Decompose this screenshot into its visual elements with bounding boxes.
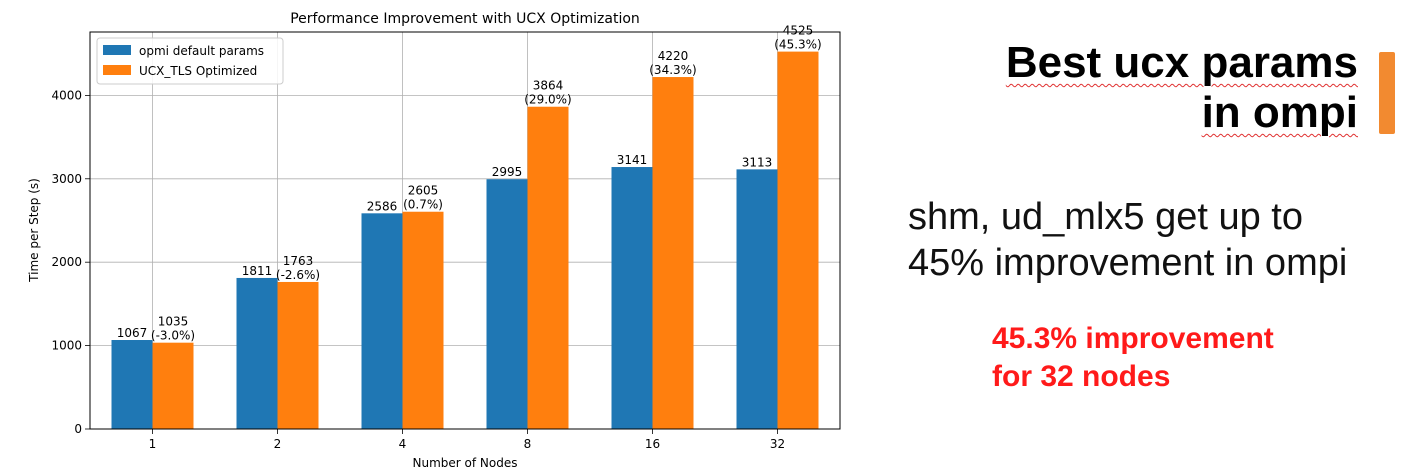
heading-line: in ompi	[1201, 88, 1358, 137]
bar-percent-label: (-3.0%)	[151, 329, 195, 343]
bar-optimized	[277, 281, 319, 429]
bar-percent-label: (0.7%)	[403, 198, 443, 212]
legend: opmi default params UCX_TLS Optimized	[96, 37, 284, 85]
x-tick-label: 4	[399, 437, 407, 451]
x-tick-label: 32	[770, 437, 785, 451]
y-tick-label: 1000	[51, 339, 82, 353]
bar-default	[111, 340, 153, 429]
bar-value-label: 2995	[492, 165, 523, 179]
legend-swatch	[103, 45, 131, 55]
y-tick-label: 4000	[51, 88, 82, 102]
bar-chart: 1067 1035(-3.0%) 1811 1763(-2.6%) 2586 2605(0…	[27, 11, 841, 470]
slide-heading: Best ucx params in ompi	[900, 38, 1358, 138]
bar-percent-label: (-2.6%)	[276, 268, 320, 282]
heading-line: Best ucx params	[1005, 38, 1358, 87]
y-tick-label: 0	[74, 422, 82, 436]
bar-value-label: 2605	[408, 184, 439, 198]
body-line: 45% improvement in ompi	[908, 242, 1348, 284]
data-labels: 1067 1035(-3.0%) 1811 1763(-2.6%) 2586 2605(0…	[117, 24, 822, 343]
bar-value-label: 1811	[242, 264, 273, 278]
bar-value-label: 3113	[742, 155, 773, 169]
bar-percent-label: (34.3%)	[649, 63, 696, 77]
x-axis-label: Number of Nodes	[413, 456, 518, 470]
bar-value-label: 1035	[158, 315, 189, 329]
legend-swatch	[103, 65, 131, 75]
legend-box	[96, 37, 284, 85]
bar-value-label: 1763	[283, 254, 314, 268]
bar-optimized	[402, 211, 444, 429]
body-line: shm, ud_mlx5 get up to	[908, 196, 1303, 238]
slide-body-text: shm, ud_mlx5 get up to 45% improvement i…	[908, 194, 1408, 286]
y-tick-label: 2000	[51, 255, 82, 269]
bar-value-label: 4220	[658, 49, 689, 63]
bar-percent-label: (29.0%)	[524, 93, 571, 107]
bar-default	[486, 179, 528, 429]
bar-value-label: 2586	[367, 199, 398, 213]
bar-percent-label: (45.3%)	[774, 38, 821, 52]
plot-frame	[89, 31, 841, 430]
bar-optimized	[527, 106, 569, 430]
x-tick-label: 8	[524, 437, 532, 451]
bar-default	[361, 213, 403, 429]
bar-default	[236, 277, 278, 429]
highlight-text: 45.3% improvement for 32 nodes	[992, 320, 1392, 396]
x-tick-label: 2	[274, 437, 282, 451]
bar-optimized	[152, 342, 194, 429]
chart-title: Performance Improvement with UCX Optimiz…	[290, 11, 640, 27]
bar-value-label: 4525	[783, 24, 814, 38]
legend-label: UCX_TLS Optimized	[139, 64, 257, 78]
bar-optimized	[777, 51, 819, 429]
highlight-line: for 32 nodes	[992, 360, 1171, 393]
bar-default	[736, 169, 778, 429]
bars	[111, 51, 819, 430]
x-tick-label: 1	[149, 437, 157, 451]
x-tick-label: 16	[645, 437, 660, 451]
y-tick-label: 3000	[51, 172, 82, 186]
axes: 0 1000 2000 3000 4000 1 2 4 8 16 32	[51, 31, 841, 451]
accent-bar	[1379, 52, 1395, 134]
legend-label: opmi default params	[139, 44, 264, 58]
bar-value-label: 3864	[533, 79, 564, 93]
grid-lines	[90, 32, 840, 430]
y-axis-label: Time per Step (s)	[27, 178, 41, 283]
bar-default	[611, 167, 653, 430]
bar-optimized	[652, 77, 694, 430]
bar-value-label: 3141	[617, 153, 648, 167]
highlight-line: 45.3% improvement	[992, 322, 1274, 355]
bar-value-label: 1067	[117, 326, 148, 340]
